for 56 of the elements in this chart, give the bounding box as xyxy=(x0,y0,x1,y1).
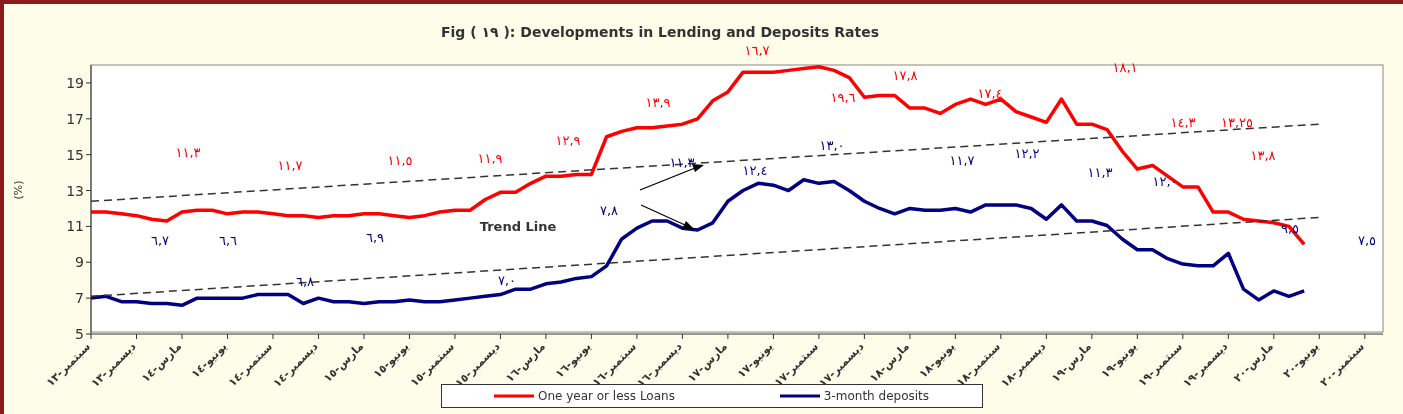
annotation: ١٢,٠ xyxy=(1152,173,1178,189)
y-tick-label: 19 xyxy=(66,74,84,91)
annotation: ١١,٧ xyxy=(277,157,303,173)
y-tick-label: 11 xyxy=(66,218,84,235)
x-tick-label: مارس-١٥ xyxy=(321,339,367,385)
annotation: ١١,٩ xyxy=(477,150,503,166)
x-tick-label: يونيو-٢٠ xyxy=(1280,339,1322,381)
annotation: ١٢,٢ xyxy=(1014,145,1040,161)
annotation: ١٣,٢٥ xyxy=(1220,114,1254,130)
annotation: ١١,٧ xyxy=(949,152,975,168)
annotation: ١٧,٨ xyxy=(892,67,918,83)
annotation: ٦,٧ xyxy=(150,232,170,248)
legend-label: 3-month deposits xyxy=(823,389,930,403)
chart-title: Fig ( ١٩ ): Developments in Lending and Deposits Rates xyxy=(439,24,880,40)
annotation: ٦,٦ xyxy=(218,232,238,248)
text: ١٦,٧ xyxy=(744,42,770,58)
annotation: ١٣,٩ xyxy=(645,94,671,110)
y-tick-label: 7 xyxy=(75,290,84,307)
y-tick-label: 13 xyxy=(66,182,84,199)
annotation: ١١,٥ xyxy=(387,152,413,168)
x-tick-label: مارس-١٨ xyxy=(867,339,912,385)
x-tick-label: يونيو-١٦ xyxy=(552,339,594,381)
x-tick-label: يونيو-١٩ xyxy=(1098,339,1140,381)
annotation: ٧,٨ xyxy=(599,202,619,218)
x-tick-label: مارس-١٧ xyxy=(685,339,731,385)
line-series xyxy=(91,178,1306,308)
annotation: ٧,٥ xyxy=(1357,232,1377,248)
annotation: ١٩,٦ xyxy=(830,89,856,105)
annotation: ١١,٣ xyxy=(175,144,201,160)
annotation: ١٤,٣ xyxy=(1170,114,1196,130)
legend-label: One year or less Loans xyxy=(537,389,675,403)
annotation: ١٢,٤ xyxy=(742,162,768,178)
x-tick-label: مارس-١٩ xyxy=(1049,339,1094,385)
x-tick-label: مارس-١٦ xyxy=(503,339,549,385)
y-tick-label: 9 xyxy=(75,254,84,271)
annotation: ١٢,٩ xyxy=(555,132,581,148)
y-tick-label: 17 xyxy=(66,110,84,127)
x-tick-label: يونيو-١٥ xyxy=(370,339,412,381)
x-tick-label: يونيو-١٨ xyxy=(916,339,958,381)
x-tick-label: مارس-٢٠ xyxy=(1231,339,1276,385)
annotation: ١٣,٨ xyxy=(1250,147,1276,163)
annotation: ١١,٣ xyxy=(1087,164,1113,180)
annotation: ١٨,١ xyxy=(1112,59,1138,75)
y-tick-label: 5 xyxy=(75,325,84,342)
x-tick-label: مارس-١٤ xyxy=(139,339,185,385)
annotation: ٦,٨ xyxy=(295,273,315,289)
annotation: ٦,٩ xyxy=(365,229,385,245)
line-series xyxy=(91,65,1306,247)
annotation: ٧,٠ xyxy=(497,272,517,288)
annotation: ١٧,٤ xyxy=(977,85,1003,101)
x-tick-label: يونيو-١٤ xyxy=(188,339,230,381)
annotation: Trend Line xyxy=(479,218,557,234)
y-tick-label: 15 xyxy=(66,146,84,163)
annotation: ١٣,٠ xyxy=(819,137,845,153)
x-tick-label: يونيو-١٧ xyxy=(734,339,776,381)
y-axis-title: (%) xyxy=(11,180,25,200)
